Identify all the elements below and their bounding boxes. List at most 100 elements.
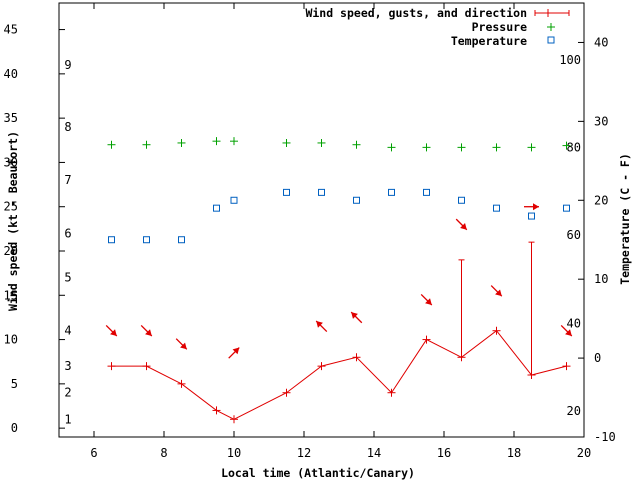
y2-axis-title: Temperature (C - F) xyxy=(618,153,632,285)
beaufort-label: 2 xyxy=(64,386,71,400)
pressure-point xyxy=(142,140,151,149)
beaufort-label: 5 xyxy=(64,271,71,285)
temperature-point xyxy=(493,204,500,212)
beaufort-label: 1 xyxy=(64,412,71,426)
y-axis-title: Wind speed (kt - Beaufort) xyxy=(6,131,20,311)
wind-speed-point xyxy=(422,335,431,344)
beaufort-label: 6 xyxy=(64,226,71,240)
temperature-point xyxy=(423,188,430,196)
y-tick-label: 0 xyxy=(11,421,18,435)
wind-speed-line xyxy=(111,330,567,420)
y-tick-label: 5 xyxy=(11,377,18,391)
y2-tick-label: 30 xyxy=(594,114,608,128)
wind-speed-point xyxy=(177,379,186,388)
x-tick-label: 12 xyxy=(297,446,311,460)
beaufort-labels: 1 2 3 4 5 6 7 8 9 xyxy=(64,58,71,426)
pressure-point xyxy=(387,143,396,152)
pressure-point xyxy=(212,137,221,146)
temperature-point xyxy=(230,196,238,204)
wind-direction-arrow xyxy=(175,338,188,350)
y2-tick-label: 0 xyxy=(594,351,601,365)
pressure-point xyxy=(562,141,571,150)
wind-direction-arrow xyxy=(490,285,503,297)
plot-area-frame xyxy=(58,2,585,438)
wind-direction-arrow xyxy=(315,320,328,333)
wind-direction-series xyxy=(105,203,573,359)
wind-speed-point xyxy=(352,353,361,362)
wind-speed-point xyxy=(387,388,396,397)
temperature-point xyxy=(388,188,395,196)
wind-speed-point xyxy=(230,415,238,424)
temperature-point xyxy=(563,204,570,212)
x-tick-label: 10 xyxy=(227,446,241,460)
fahrenheit-label: 60 xyxy=(567,228,581,242)
y2-tick-label: 40 xyxy=(594,35,608,49)
legend: Wind speed, gusts, and direction Pressur… xyxy=(305,6,570,48)
wind-speed-point xyxy=(107,362,116,371)
beaufort-label: 9 xyxy=(64,58,71,72)
x-tick-label: 14 xyxy=(367,446,381,460)
pressure-point xyxy=(352,140,361,149)
wind-speed-point xyxy=(317,362,326,371)
x-tick-label: 20 xyxy=(577,446,591,460)
temperature-point xyxy=(353,196,360,204)
pressure-point xyxy=(422,143,431,152)
gust-bar xyxy=(458,259,465,358)
wind-direction-arrow xyxy=(420,293,433,306)
x-tick-label: 6 xyxy=(90,446,97,460)
y2-tick-label: -10 xyxy=(594,430,616,444)
x-tick-label: 8 xyxy=(160,446,167,460)
fahrenheit-label: 100 xyxy=(559,53,581,67)
temperature-point xyxy=(528,212,535,220)
temperature-point xyxy=(178,236,185,244)
pressure-point xyxy=(282,138,291,147)
temperature-series xyxy=(108,188,570,244)
y2-tick-label: 10 xyxy=(594,272,608,286)
tick-labels: 6 8 10 12 14 16 18 20051015202530354045-1001020… xyxy=(4,23,616,460)
temperature-point xyxy=(143,236,150,244)
gust-series xyxy=(458,241,535,375)
y-tick-label: 15 xyxy=(4,288,18,302)
y-tick-label: 10 xyxy=(4,333,18,347)
y-tick-label: 40 xyxy=(4,67,18,81)
y-tick-label: 25 xyxy=(4,200,18,214)
wind-speed-point xyxy=(562,362,571,371)
pressure-point xyxy=(317,138,326,147)
axis-ticks xyxy=(59,3,585,438)
legend-swatch-temperature xyxy=(547,36,555,44)
fahrenheit-label: 20 xyxy=(567,404,581,418)
temperature-point xyxy=(458,196,465,204)
pressure-point xyxy=(527,143,536,152)
wind-direction-arrow xyxy=(105,324,118,337)
wind-direction-arrow xyxy=(140,324,153,337)
wind-direction-arrow xyxy=(350,311,363,324)
wind-direction-arrow xyxy=(455,218,468,231)
x-tick-label: 16 xyxy=(437,446,451,460)
temperature-point xyxy=(108,236,115,244)
legend-entry-temperature: Temperature xyxy=(451,34,527,48)
temperature-point xyxy=(213,204,220,212)
y2-tick-label: 20 xyxy=(594,193,608,207)
wind-direction-arrow xyxy=(524,203,539,211)
pressure-point xyxy=(457,143,466,152)
wind-direction-arrow xyxy=(228,347,240,359)
fahrenheit-label: 80 xyxy=(567,140,581,154)
plot-frame xyxy=(58,2,585,438)
y-tick-label: 30 xyxy=(4,155,18,169)
legend-entry-wind: Wind speed, gusts, and direction xyxy=(305,6,527,20)
wind-speed-point xyxy=(212,406,221,415)
pressure-series xyxy=(107,137,571,152)
wind-series xyxy=(107,326,571,424)
fahrenheit-label: 40 xyxy=(567,316,581,330)
pressure-point xyxy=(492,143,501,152)
y-tick-label: 20 xyxy=(4,244,18,258)
y-tick-label: 45 xyxy=(4,23,18,37)
beaufort-label: 8 xyxy=(64,120,71,134)
temperature-point xyxy=(318,188,325,196)
wind-direction-arrow xyxy=(560,324,573,337)
pressure-point xyxy=(177,138,186,147)
legend-entry-pressure: Pressure xyxy=(472,20,527,34)
x-tick-label: 18 xyxy=(507,446,521,460)
temperature-point xyxy=(283,188,290,196)
